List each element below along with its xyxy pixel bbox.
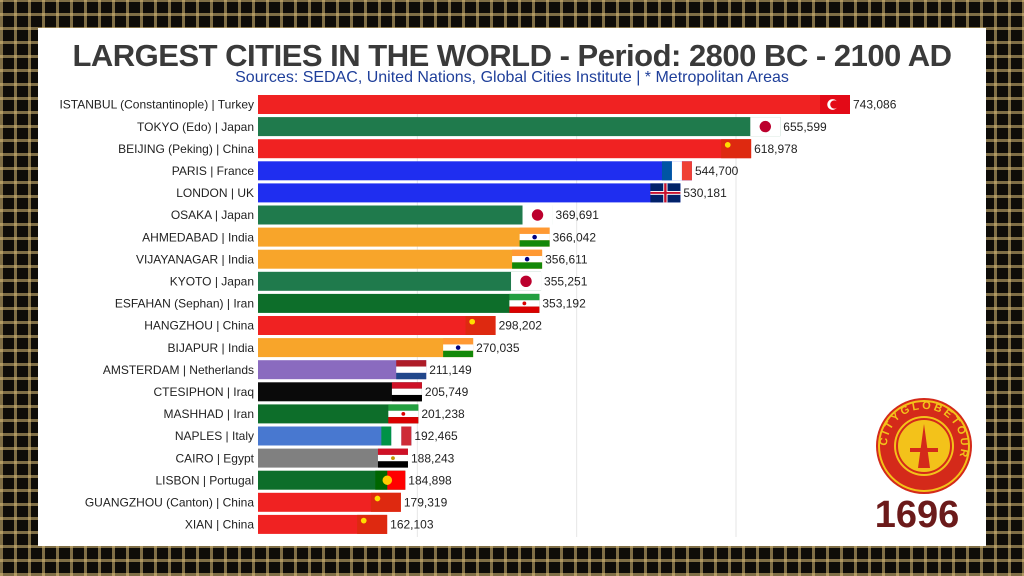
category-label: PARIS | France: [172, 164, 255, 178]
bar: [258, 426, 412, 446]
category-label: CTESIPHON | Iraq: [154, 385, 254, 399]
flag-japan-icon: [750, 117, 781, 137]
value-label: 184,898: [408, 473, 452, 487]
bar: [258, 161, 692, 181]
bar: [258, 382, 422, 402]
flag-india-icon: [519, 227, 550, 247]
flag-india-icon: [512, 249, 543, 269]
category-label: HANGZHOU | China: [144, 319, 254, 333]
flag-france-icon: [661, 161, 692, 181]
bar: [258, 205, 553, 225]
bar: [258, 514, 388, 534]
flag-iran-icon: [509, 293, 540, 313]
bar: [258, 95, 850, 114]
bar: [258, 249, 543, 269]
value-label: 743,086: [853, 98, 897, 112]
chart-title: LARGEST CITIES IN THE WORLD - Period: 28…: [72, 38, 952, 73]
bar: [258, 271, 542, 291]
bar: [258, 139, 752, 159]
flag-japan-icon: [511, 271, 542, 291]
bar: [258, 227, 550, 247]
bar: [258, 316, 496, 335]
category-label: CAIRO | Egypt: [176, 451, 255, 465]
value-label: 355,251: [544, 274, 588, 288]
value-label: 205,749: [425, 385, 469, 399]
value-label: 366,042: [553, 230, 597, 244]
chart-panel: LARGEST CITIES IN THE WORLD - Period: 28…: [38, 28, 986, 546]
value-label: 270,035: [476, 341, 520, 355]
value-label: 298,202: [499, 319, 543, 333]
bar: [258, 338, 474, 358]
cityglobetour-logo: CITYGLOBETOUR: [876, 398, 972, 494]
year-label: 1696: [874, 494, 960, 536]
category-label: GUANGZHOU (Canton) | China: [85, 495, 254, 509]
flag-portugal-icon: [375, 470, 406, 490]
value-label: 192,465: [414, 429, 458, 443]
flag-iran-icon: [388, 404, 419, 424]
value-label: 162,103: [390, 518, 434, 532]
flag-china-icon: [721, 139, 752, 159]
value-label: 179,319: [404, 495, 448, 509]
category-label: ESFAHAN (Sephan) | Iran: [115, 297, 254, 311]
flag-egypt-icon: [377, 448, 408, 468]
category-label: OSAKA | Japan: [171, 208, 254, 222]
flag-india-icon: [443, 338, 474, 358]
bar: [258, 293, 540, 313]
value-label: 356,611: [545, 252, 588, 266]
category-label: TOKYO (Edo) | Japan: [137, 120, 254, 134]
bar: [258, 404, 419, 424]
category-label: BIJAPUR | India: [168, 341, 255, 355]
value-label: 530,181: [683, 186, 727, 200]
value-label: 201,238: [421, 407, 465, 421]
category-label: KYOTO | Japan: [170, 274, 254, 288]
bar: [258, 183, 681, 203]
category-label: AMSTERDAM | Netherlands: [103, 363, 254, 377]
value-label: 369,691: [556, 208, 600, 222]
flag-china-icon: [465, 316, 496, 335]
flag-netherlands-icon: [396, 360, 427, 380]
bar: [258, 117, 781, 137]
category-label: BEIJING (Peking) | China: [118, 142, 254, 156]
category-label: LISBON | Portugal: [156, 473, 255, 487]
chart-subtitle: Sources: SEDAC, United Nations, Global C…: [235, 69, 789, 86]
category-label: MASHHAD | Iran: [164, 407, 254, 421]
category-label: ISTANBUL (Constantinople) | Turkey: [59, 98, 254, 112]
bar: [258, 492, 401, 512]
flag-italy-icon: [381, 426, 412, 446]
value-label: 211,149: [429, 363, 472, 377]
value-label: 618,978: [754, 142, 798, 156]
flag-iraq-icon: [391, 382, 422, 402]
category-label: VIJAYANAGAR | India: [136, 252, 254, 266]
flag-uk-icon: [650, 183, 681, 203]
value-label: 544,700: [695, 164, 739, 178]
flag-china-icon: [370, 492, 401, 512]
category-label: XIAN | China: [185, 518, 254, 532]
bar: [258, 360, 427, 380]
flag-turkey-icon: [820, 95, 850, 114]
value-label: 655,599: [783, 120, 827, 134]
flag-china-icon: [357, 514, 388, 534]
value-label: 188,243: [411, 451, 455, 465]
category-label: AHMEDABAD | India: [142, 230, 254, 244]
bar-chart: ISTANBUL (Constantinople) | Turkey 743,08…: [59, 95, 897, 537]
bar: [258, 470, 406, 490]
flag-japan-icon: [522, 205, 553, 225]
category-label: NAPLES | Italy: [175, 429, 254, 443]
value-label: 353,192: [542, 297, 586, 311]
bar: [258, 448, 408, 468]
category-label: LONDON | UK: [176, 186, 254, 200]
